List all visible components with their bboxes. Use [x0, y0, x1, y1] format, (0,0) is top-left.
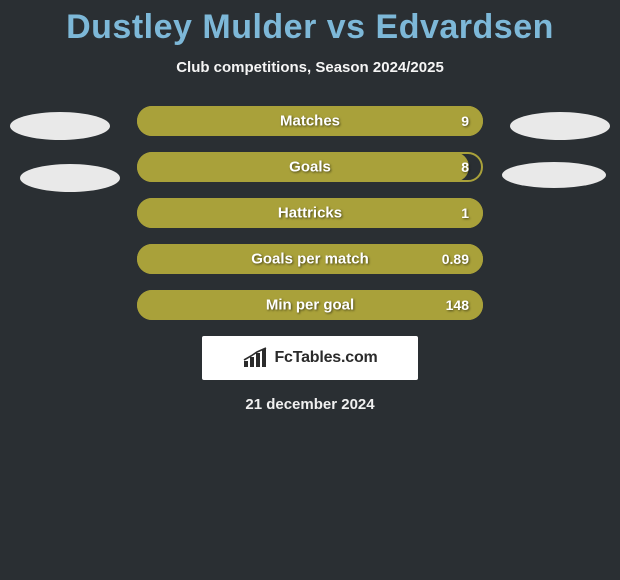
- stat-label: Goals per match: [251, 251, 369, 268]
- stat-label: Hattricks: [278, 205, 342, 222]
- stat-row: Hattricks 1: [137, 198, 483, 228]
- stat-label: Min per goal: [266, 297, 354, 314]
- stat-label: Matches: [280, 113, 340, 130]
- stat-row: Min per goal 148: [137, 290, 483, 320]
- stat-row: Goals per match 0.89: [137, 244, 483, 274]
- comparison-panel: Matches 9 Goals 8 Hattricks 1 Goals per …: [0, 106, 620, 413]
- right-avatar-placeholder-2: [502, 162, 606, 188]
- right-avatar-placeholder-1: [510, 112, 610, 140]
- subtitle: Club competitions, Season 2024/2025: [0, 59, 620, 76]
- left-avatar-placeholder-1: [10, 112, 110, 140]
- brand-card[interactable]: FcTables.com: [202, 336, 418, 380]
- stat-label: Goals: [289, 159, 331, 176]
- stat-row: Matches 9: [137, 106, 483, 136]
- date-label: 21 december 2024: [0, 396, 620, 413]
- stat-bars: Matches 9 Goals 8 Hattricks 1 Goals per …: [137, 106, 483, 320]
- stat-value: 8: [461, 159, 469, 175]
- stat-value: 148: [446, 297, 469, 313]
- left-avatar-placeholder-2: [20, 164, 120, 192]
- brand-label: FcTables.com: [274, 349, 377, 367]
- stat-row: Goals 8: [137, 152, 483, 182]
- stat-value: 0.89: [442, 251, 469, 267]
- bar-chart-icon: [242, 347, 270, 369]
- page-title: Dustley Mulder vs Edvardsen: [0, 0, 620, 47]
- stat-value: 1: [461, 205, 469, 221]
- stat-value: 9: [461, 113, 469, 129]
